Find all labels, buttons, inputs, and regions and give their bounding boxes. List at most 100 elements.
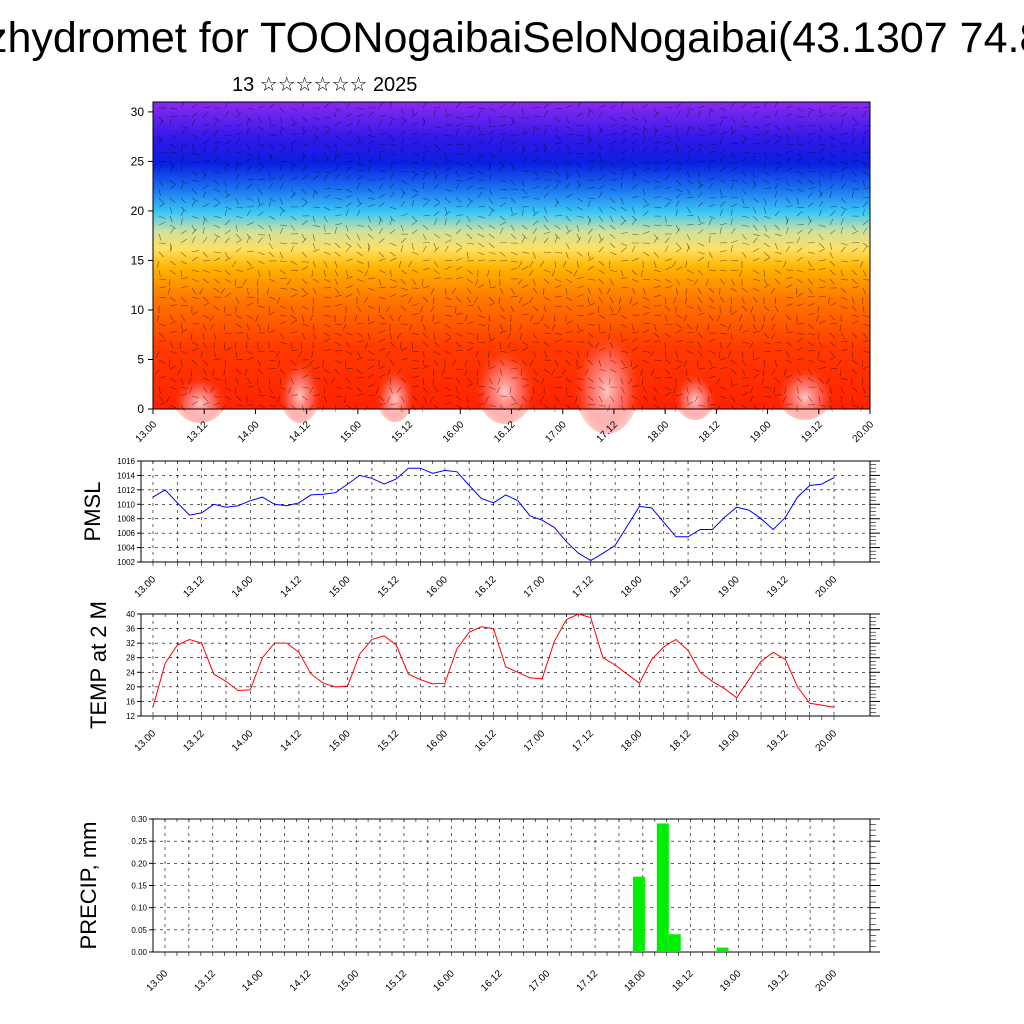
wind-barb [323, 386, 325, 394]
wind-barb [246, 222, 254, 226]
wind-barb [763, 278, 768, 286]
wind-barb [487, 269, 490, 277]
wind-barb [851, 116, 858, 123]
wind-barb [653, 260, 657, 268]
wind-barb [202, 237, 208, 244]
wind-barb [774, 200, 777, 208]
wind-barb [562, 368, 567, 376]
wind-barb [697, 350, 703, 357]
x-tick-label: 14.00 [230, 574, 256, 600]
wind-barb [565, 377, 572, 384]
wind-barb [697, 125, 703, 132]
wind-barb [444, 114, 452, 118]
wind-barb [246, 356, 254, 361]
wind-barb [202, 302, 210, 307]
wind-barb [851, 269, 858, 276]
wind-barb [763, 170, 770, 176]
wind-barb [620, 129, 627, 136]
wind-barb [477, 152, 485, 157]
wind-barb [180, 251, 187, 258]
wind-barb [422, 350, 425, 358]
wind-barb [334, 294, 342, 298]
wind-barb [224, 206, 232, 210]
wind-barb [521, 302, 529, 307]
wind-barb [620, 173, 624, 181]
wind-barb [664, 116, 670, 123]
wind-barb [444, 260, 453, 262]
wind-barb [180, 164, 183, 172]
wind-barb [275, 350, 281, 358]
wind-barb [653, 285, 661, 289]
wind-barb [301, 332, 306, 340]
wind-barb [202, 146, 207, 154]
wind-barb [730, 167, 738, 172]
wind-barb [268, 242, 274, 250]
wind-barb [598, 332, 606, 334]
wind-barb [477, 110, 482, 118]
wind-barb [752, 257, 760, 262]
wind-barb [235, 182, 240, 190]
wind-barb [180, 377, 184, 385]
wind-barb [818, 242, 825, 249]
wind-barb [246, 128, 249, 136]
wind-barb [223, 323, 226, 331]
wind-barb [356, 305, 362, 312]
wind-barb [641, 377, 644, 385]
wind-barb [686, 305, 694, 309]
wind-barb [543, 224, 549, 231]
wind-barb [554, 236, 558, 244]
wind-barb [807, 110, 811, 118]
wind-barb [499, 103, 506, 109]
wind-barb [411, 112, 418, 118]
wind-barb [444, 296, 452, 301]
wind-barb [675, 359, 683, 364]
wind-barb [345, 269, 349, 277]
wind-barb [488, 188, 493, 196]
wind-barb [364, 296, 369, 304]
wind-barb [257, 305, 265, 309]
x-tick-label: 13.00 [134, 419, 160, 445]
wind-barb [444, 287, 447, 295]
wind-barb [158, 269, 161, 277]
wind-barb [488, 365, 496, 370]
wind-barb [521, 146, 526, 154]
wind-barb [763, 197, 767, 205]
wind-barb [323, 143, 331, 149]
wind-barb [235, 247, 242, 253]
wind-barb [202, 395, 208, 402]
y-tick-label: 10 [131, 303, 145, 317]
wind-barb [532, 125, 540, 130]
wind-barb [598, 215, 604, 222]
wind-barb [422, 182, 425, 190]
wind-barb [499, 202, 506, 208]
wind-barb [411, 269, 419, 273]
wind-barb [565, 251, 569, 259]
wind-barb [312, 332, 317, 340]
wind-barb [653, 386, 658, 394]
wind-barb [224, 134, 233, 136]
wind-barb [430, 305, 435, 313]
wind-barb [235, 359, 244, 361]
wind-barb [771, 368, 776, 376]
wind-barb [246, 314, 253, 320]
wind-barb [323, 323, 331, 328]
x-tick-label: 16.12 [492, 419, 518, 445]
wind-barb [510, 295, 518, 298]
wind-barb [268, 170, 271, 178]
wind-barb [609, 197, 616, 204]
wind-barb [433, 183, 439, 190]
wind-barb [323, 116, 331, 119]
wind-barb [301, 220, 308, 226]
wind-barb [477, 233, 485, 238]
wind-barb [708, 251, 713, 259]
wind-barb [598, 206, 603, 214]
wind-barb [488, 130, 495, 136]
wind-barb [586, 350, 589, 358]
wind-barb [433, 242, 437, 250]
wind-barb [499, 359, 505, 366]
wind-barb [620, 149, 628, 154]
wind-barb [191, 296, 199, 300]
wind-barb [224, 278, 232, 283]
wind-barb [730, 287, 738, 293]
wind-barb [367, 350, 375, 355]
